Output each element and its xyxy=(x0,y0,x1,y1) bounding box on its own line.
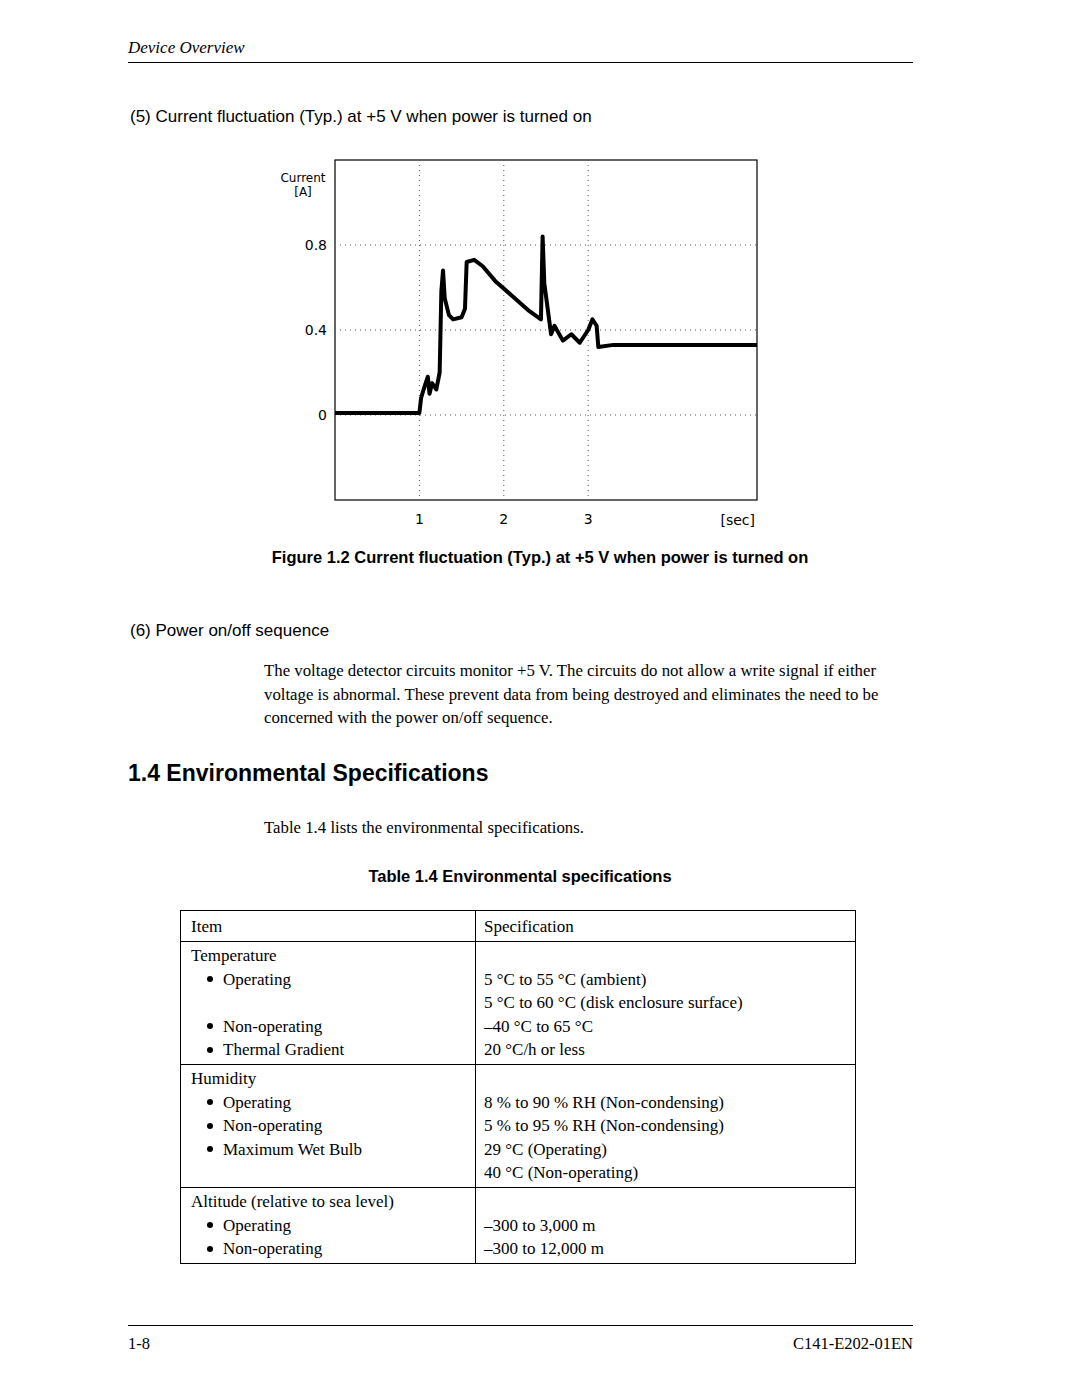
group-title: Temperature xyxy=(191,944,475,968)
spacer xyxy=(191,1161,475,1185)
spacer xyxy=(191,991,475,1015)
y-axis-label: Current xyxy=(280,171,325,185)
item-text: Maximum Wet Bulb xyxy=(223,1140,362,1159)
spec-text: 29 °C (Operating) xyxy=(484,1138,855,1162)
y-axis-label: [A] xyxy=(294,185,312,199)
item-text: Operating xyxy=(223,970,291,989)
item-line: Non-operating xyxy=(191,1114,475,1138)
table-group: Altitude (relative to sea level) Operatin… xyxy=(181,1187,855,1263)
paragraph: The voltage detector circuits monitor +5… xyxy=(264,659,912,730)
item-line: Maximum Wet Bulb xyxy=(191,1138,475,1162)
spec-cell: 5 °C to 55 °C (ambient)5 °C to 60 °C (di… xyxy=(476,942,855,1064)
item-text: Thermal Gradient xyxy=(223,1040,344,1059)
item-text: Non-operating xyxy=(223,1239,322,1258)
bullet xyxy=(207,1047,213,1053)
bullet xyxy=(207,1222,213,1228)
page-number: 1-8 xyxy=(128,1334,150,1354)
spec-text: 5 % to 95 % RH (Non-condensing) xyxy=(484,1114,855,1138)
group-title: Altitude (relative to sea level) xyxy=(191,1190,475,1214)
spec-text: –40 °C to 65 °C xyxy=(484,1015,855,1039)
item-text: Non-operating xyxy=(223,1017,322,1036)
header-cell: Specification xyxy=(476,911,855,941)
chart: 0 0.4 0.8 1 2 3 Current[A] [sec] xyxy=(265,150,785,540)
spacer xyxy=(484,944,855,968)
doc-id: C141-E202-01EN xyxy=(793,1334,913,1354)
item-line: Thermal Gradient xyxy=(191,1038,475,1062)
header-title: Device Overview xyxy=(128,38,245,58)
y-tick-label: 0.8 xyxy=(305,237,327,253)
figure-caption: Figure 1.2 Current fluctuation (Typ.) at… xyxy=(0,548,1080,567)
spec-cell: –300 to 3,000 m–300 to 12,000 m xyxy=(476,1188,855,1263)
table-group: Humidity Operating Non-operating Maximum We… xyxy=(181,1064,855,1187)
table-caption: Table 1.4 Environmental specifications xyxy=(0,867,1040,886)
table-group: Temperature Operating Non-operating Thermal… xyxy=(181,941,855,1064)
header-text: Item xyxy=(191,915,475,939)
header-text: Specification xyxy=(484,915,855,939)
spec-text: 20 °C/h or less xyxy=(484,1038,855,1062)
header-cell: Item xyxy=(181,911,476,941)
x-tick-label: 1 xyxy=(415,511,424,527)
plot-frame xyxy=(335,160,757,500)
x-tick-label: 2 xyxy=(499,511,508,527)
group-title: Humidity xyxy=(191,1067,475,1091)
section-heading: 1.4 Environmental Specifications xyxy=(128,760,488,787)
spec-text: 5 °C to 60 °C (disk enclosure surface) xyxy=(484,991,855,1015)
table: Item Specification Temperature Operating Non… xyxy=(180,910,856,1264)
item-line: Non-operating xyxy=(191,1015,475,1039)
spec-cell: 8 % to 90 % RH (Non-condensing)5 % to 95… xyxy=(476,1065,855,1187)
x-axis-label: [sec] xyxy=(720,512,755,528)
item-text: Operating xyxy=(223,1216,291,1235)
header-rule xyxy=(128,62,913,63)
spec-text: 5 °C to 55 °C (ambient) xyxy=(484,968,855,992)
spec-text: 40 °C (Non-operating) xyxy=(484,1161,855,1185)
page: Device Overview (5) Current fluctuation (… xyxy=(0,0,1080,1397)
item-line: Operating xyxy=(191,968,475,992)
bullet xyxy=(207,1099,213,1105)
item-heading: (6) Power on/off sequence xyxy=(130,621,329,641)
data-line xyxy=(335,237,757,413)
table-header-row: Item Specification xyxy=(181,911,855,941)
grid-line xyxy=(503,160,504,500)
paragraph: Table 1.4 lists the environmental specif… xyxy=(264,818,584,838)
spec-text: –300 to 12,000 m xyxy=(484,1237,855,1261)
bullet xyxy=(207,1023,213,1029)
grid-line xyxy=(335,245,757,246)
item-cell: Temperature Operating Non-operating Thermal… xyxy=(181,942,476,1064)
spec-text: 8 % to 90 % RH (Non-condensing) xyxy=(484,1091,855,1115)
item-cell: Humidity Operating Non-operating Maximum We… xyxy=(181,1065,476,1187)
spacer xyxy=(484,1190,855,1214)
item-cell: Altitude (relative to sea level) Operatin… xyxy=(181,1188,476,1263)
item-text: Operating xyxy=(223,1093,291,1112)
bullet xyxy=(207,1123,213,1129)
y-tick-label: 0.4 xyxy=(305,322,327,338)
item-line: Non-operating xyxy=(191,1237,475,1261)
item-text: Non-operating xyxy=(223,1116,322,1135)
item-heading: (5) Current fluctuation (Typ.) at +5 V w… xyxy=(130,107,592,127)
spec-text: –300 to 3,000 m xyxy=(484,1214,855,1238)
footer-rule xyxy=(128,1325,913,1326)
bullet xyxy=(207,1246,213,1252)
spacer xyxy=(484,1067,855,1091)
item-line: Operating xyxy=(191,1214,475,1238)
x-tick-label: 3 xyxy=(584,511,593,527)
bullet xyxy=(207,976,213,982)
grid-line xyxy=(335,330,757,331)
y-tick-label: 0 xyxy=(318,407,327,423)
plot-area xyxy=(335,237,757,413)
grid-line xyxy=(419,160,420,500)
item-line: Operating xyxy=(191,1091,475,1115)
bullet xyxy=(207,1146,213,1152)
